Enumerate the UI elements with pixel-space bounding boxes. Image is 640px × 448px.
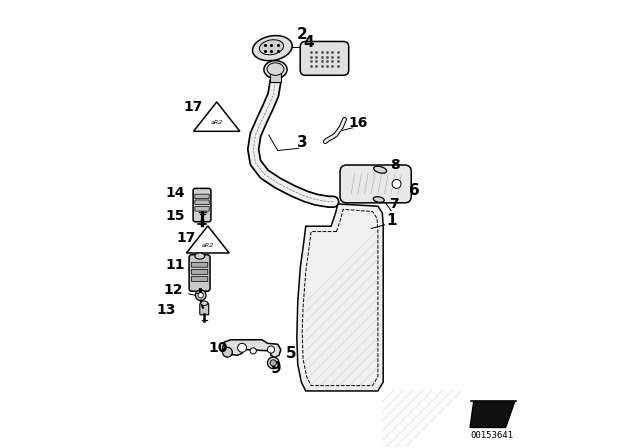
Text: 11: 11	[166, 258, 185, 272]
Circle shape	[250, 348, 257, 354]
Circle shape	[223, 347, 232, 357]
FancyBboxPatch shape	[193, 188, 211, 222]
Polygon shape	[470, 402, 515, 427]
Text: 00153641: 00153641	[470, 431, 513, 439]
Ellipse shape	[267, 63, 284, 75]
Circle shape	[198, 293, 204, 298]
FancyBboxPatch shape	[340, 165, 412, 203]
Polygon shape	[186, 226, 229, 253]
FancyBboxPatch shape	[191, 262, 208, 267]
Text: 17: 17	[183, 100, 202, 114]
Text: 17: 17	[177, 231, 196, 245]
Text: 15: 15	[166, 209, 185, 223]
Text: 4: 4	[303, 35, 314, 50]
Polygon shape	[297, 204, 383, 391]
Text: 14: 14	[166, 186, 185, 200]
Circle shape	[392, 180, 401, 188]
Ellipse shape	[373, 197, 384, 202]
FancyBboxPatch shape	[270, 72, 281, 82]
Circle shape	[195, 290, 206, 301]
Circle shape	[268, 357, 279, 369]
Text: 1: 1	[386, 213, 397, 228]
Text: 12: 12	[163, 283, 183, 297]
FancyBboxPatch shape	[189, 255, 210, 291]
FancyBboxPatch shape	[195, 200, 209, 204]
Text: 6: 6	[409, 183, 420, 198]
FancyBboxPatch shape	[300, 42, 349, 75]
Polygon shape	[222, 340, 281, 358]
Text: 5: 5	[285, 346, 296, 362]
Circle shape	[268, 346, 275, 353]
Ellipse shape	[201, 301, 208, 306]
Ellipse shape	[374, 166, 387, 173]
FancyBboxPatch shape	[200, 303, 209, 315]
Text: aR2: aR2	[202, 243, 214, 248]
Text: 9: 9	[270, 361, 281, 376]
FancyBboxPatch shape	[195, 207, 209, 211]
Text: 3: 3	[297, 135, 307, 151]
Ellipse shape	[264, 60, 287, 78]
FancyBboxPatch shape	[191, 276, 208, 281]
Text: 13: 13	[157, 303, 176, 317]
Circle shape	[270, 360, 276, 366]
Text: 7: 7	[388, 198, 398, 211]
Text: 16: 16	[348, 116, 367, 130]
Text: 8: 8	[390, 158, 399, 172]
Text: aR2: aR2	[211, 120, 223, 125]
Circle shape	[237, 343, 246, 352]
Ellipse shape	[259, 40, 284, 55]
Text: 2: 2	[297, 27, 308, 42]
Ellipse shape	[253, 35, 292, 60]
FancyBboxPatch shape	[195, 194, 209, 198]
FancyBboxPatch shape	[191, 269, 208, 274]
Ellipse shape	[195, 253, 205, 259]
Polygon shape	[193, 102, 240, 131]
Text: 10: 10	[209, 341, 228, 355]
